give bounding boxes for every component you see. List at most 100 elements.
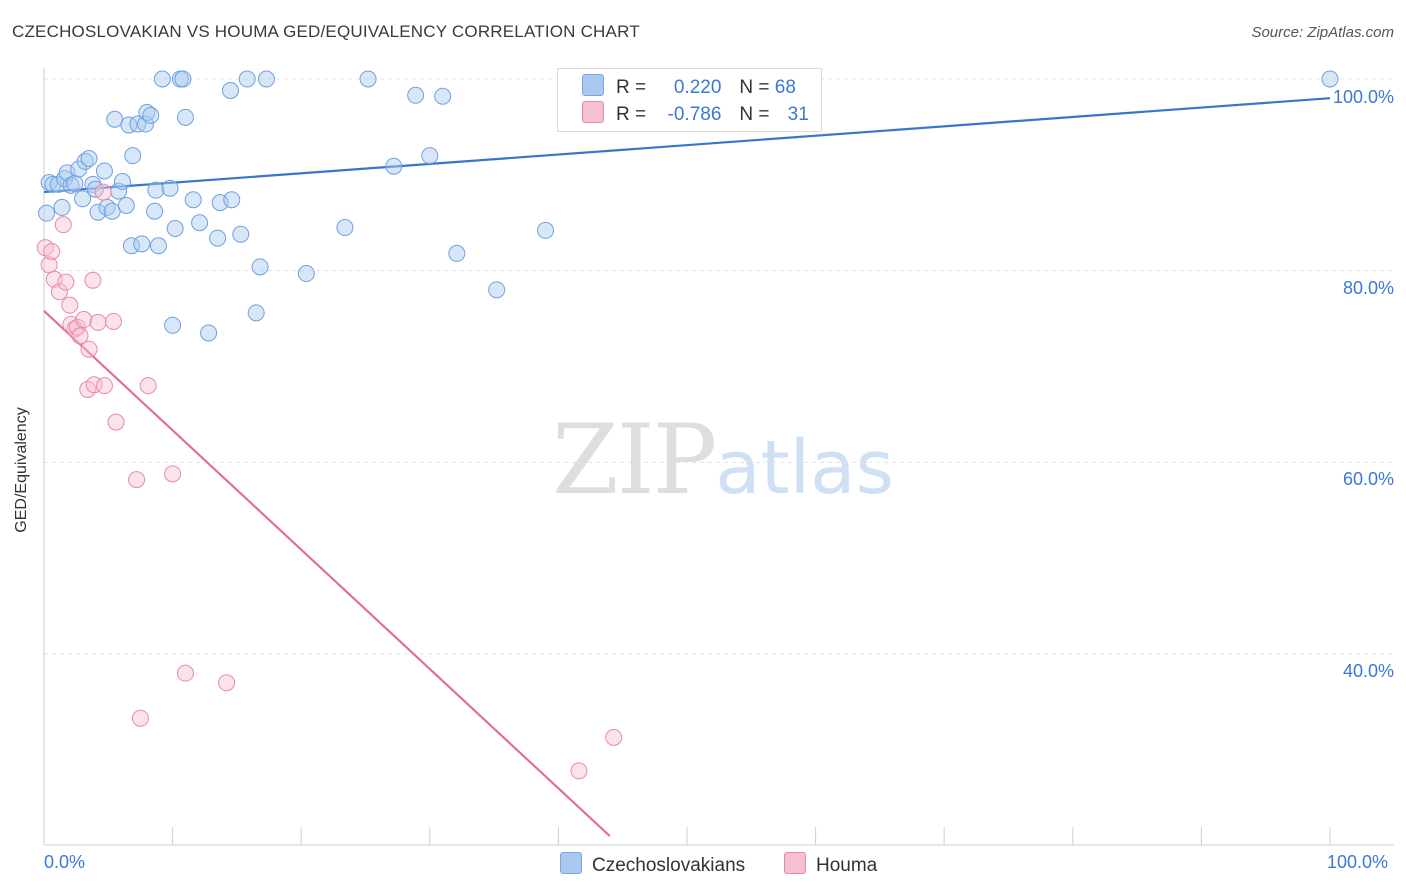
point-czechoslovakians [38, 204, 56, 222]
point-czechoslovakians [117, 197, 135, 214]
y-axis-label: GED/Equivalency [13, 407, 30, 533]
point-czechoslovakians [209, 229, 227, 247]
source-label: Source: ZipAtlas.com [1251, 24, 1394, 41]
bottom-legend-czechoslovakians[interactable]: Czechoslovakians [560, 852, 745, 877]
point-czechoslovakians [89, 203, 107, 221]
point-czechoslovakians [106, 110, 124, 128]
point-houma [80, 340, 98, 358]
y-tick-100: 100.0% [1332, 87, 1394, 107]
point-czechoslovakians [153, 70, 171, 88]
point-czechoslovakians [223, 191, 241, 209]
point-czechoslovakians [421, 147, 439, 165]
point-houma [71, 327, 89, 345]
n-value: 68 [774, 77, 796, 98]
point-houma [164, 465, 182, 483]
axes [43, 68, 1394, 846]
point-czechoslovakians [336, 219, 354, 237]
point-czechoslovakians [74, 190, 92, 208]
r-label: R = [616, 77, 647, 98]
point-czechoslovakians [110, 182, 128, 200]
point-houma [84, 271, 102, 289]
point-houma [176, 664, 194, 682]
point-czechoslovakians [247, 304, 265, 322]
r-value: -0.786 [667, 104, 722, 125]
legend-label: Houma [816, 855, 878, 876]
point-czechoslovakians [161, 179, 179, 197]
point-houma [128, 471, 146, 489]
x-tick-100: 100.0% [1327, 852, 1389, 872]
point-houma [605, 728, 623, 746]
point-czechoslovakians [146, 202, 164, 220]
point-czechoslovakians [66, 174, 84, 192]
point-czechoslovakians [149, 237, 167, 255]
point-czechoslovakians [166, 220, 184, 237]
point-houma [107, 413, 125, 431]
point-houma [57, 273, 75, 291]
point-czechoslovakians [53, 198, 71, 216]
point-houma [570, 762, 588, 780]
point-czechoslovakians [297, 265, 315, 283]
point-houma [75, 311, 93, 329]
point-houma [89, 313, 107, 331]
data-points [36, 70, 1339, 780]
point-houma [104, 312, 122, 330]
point-czechoslovakians [407, 86, 425, 104]
point-czechoslovakians [385, 157, 403, 175]
point-czechoslovakians [113, 173, 131, 191]
point-czechoslovakians [120, 116, 138, 134]
bottom-legend-houma[interactable]: Houma [784, 852, 877, 877]
y-tick-80: 80.0% [1342, 278, 1394, 298]
point-czechoslovakians [103, 202, 121, 220]
point-czechoslovakians [49, 175, 67, 193]
point-czechoslovakians [238, 70, 256, 88]
point-czechoslovakians [122, 237, 140, 255]
point-houma [139, 377, 157, 395]
point-houma [54, 216, 72, 234]
point-czechoslovakians [95, 162, 113, 180]
point-czechoslovakians [133, 235, 151, 253]
point-czechoslovakians [434, 87, 452, 105]
point-houma [94, 183, 112, 201]
trend-lines [43, 97, 1331, 837]
point-houma [218, 674, 236, 692]
legend-row-houma: R = -0.786 N = 31 [582, 101, 809, 127]
gridlines [44, 78, 1394, 655]
legend-swatch-blue [582, 74, 604, 96]
point-czechoslovakians [164, 316, 182, 334]
point-czechoslovakians [448, 244, 466, 262]
point-czechoslovakians [147, 181, 165, 199]
point-houma [50, 283, 68, 301]
point-houma [61, 296, 79, 314]
watermark-atlas: atlas [715, 425, 895, 511]
r-value: 0.220 [673, 77, 722, 98]
trend-line-houma [43, 310, 611, 837]
point-houma [131, 709, 149, 727]
point-czechoslovakians [174, 70, 192, 88]
trend-line-czechoslovakians [43, 97, 1331, 194]
point-czechoslovakians [176, 108, 194, 126]
point-czechoslovakians [257, 70, 275, 88]
watermark: ZIPatlas [552, 404, 894, 516]
point-czechoslovakians [191, 214, 209, 232]
watermark-zip: ZIP [552, 404, 717, 516]
legend-row-czechoslovakians: R = 0.220 N = 68 [582, 74, 796, 100]
x-tick-0: 0.0% [44, 852, 86, 872]
point-czechoslovakians [359, 70, 377, 88]
chart-title: CZECHOSLOVAKIAN VS HOUMA GED/EQUIVALENCY… [12, 22, 640, 41]
legend-swatch-pink [784, 852, 806, 874]
n-value: 31 [787, 104, 809, 125]
n-label: N = [739, 104, 770, 125]
point-czechoslovakians [142, 106, 160, 124]
y-tick-60: 60.0% [1342, 469, 1394, 489]
point-houma [43, 243, 61, 260]
point-czechoslovakians [80, 150, 98, 168]
y-tick-40: 40.0% [1342, 661, 1394, 681]
correlation-legend: R = 0.220 N = 68 R = -0.786 N = 31 [557, 68, 822, 132]
point-czechoslovakians [537, 221, 555, 239]
point-czechoslovakians [1321, 70, 1339, 88]
point-czechoslovakians [124, 147, 142, 165]
point-houma [95, 377, 113, 395]
point-czechoslovakians [232, 225, 250, 243]
point-czechoslovakians [200, 324, 218, 342]
